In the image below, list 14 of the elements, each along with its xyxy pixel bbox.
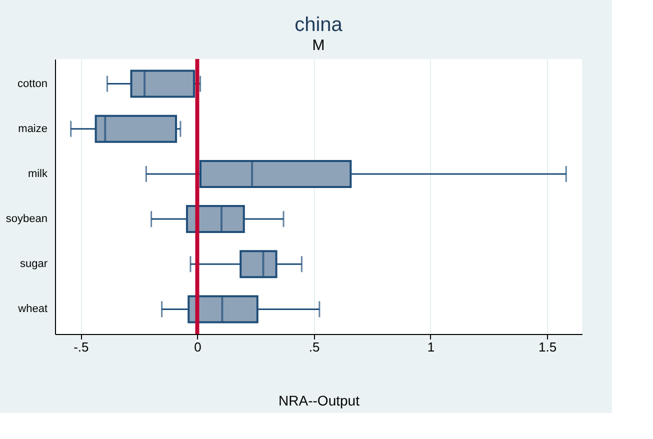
y-tick-label: milk bbox=[28, 168, 48, 180]
x-tick-label: 0 bbox=[194, 340, 202, 354]
y-tick-label: soybean bbox=[6, 213, 48, 226]
x-tick-label: 1.5 bbox=[538, 340, 557, 354]
x-tick-label: -.5 bbox=[74, 340, 89, 354]
x-axis-title: NRA--Output bbox=[278, 392, 360, 408]
y-tick-label: cotton bbox=[18, 78, 48, 90]
x-tick-label: 1 bbox=[427, 340, 435, 354]
x-tick-label: .5 bbox=[308, 340, 320, 354]
y-tick-label: maize bbox=[18, 122, 48, 135]
chart-title: china bbox=[294, 14, 344, 36]
y-tick-label: sugar bbox=[20, 258, 48, 270]
chart-subtitle: M bbox=[312, 37, 325, 54]
y-tick-label: wheat bbox=[17, 303, 48, 316]
